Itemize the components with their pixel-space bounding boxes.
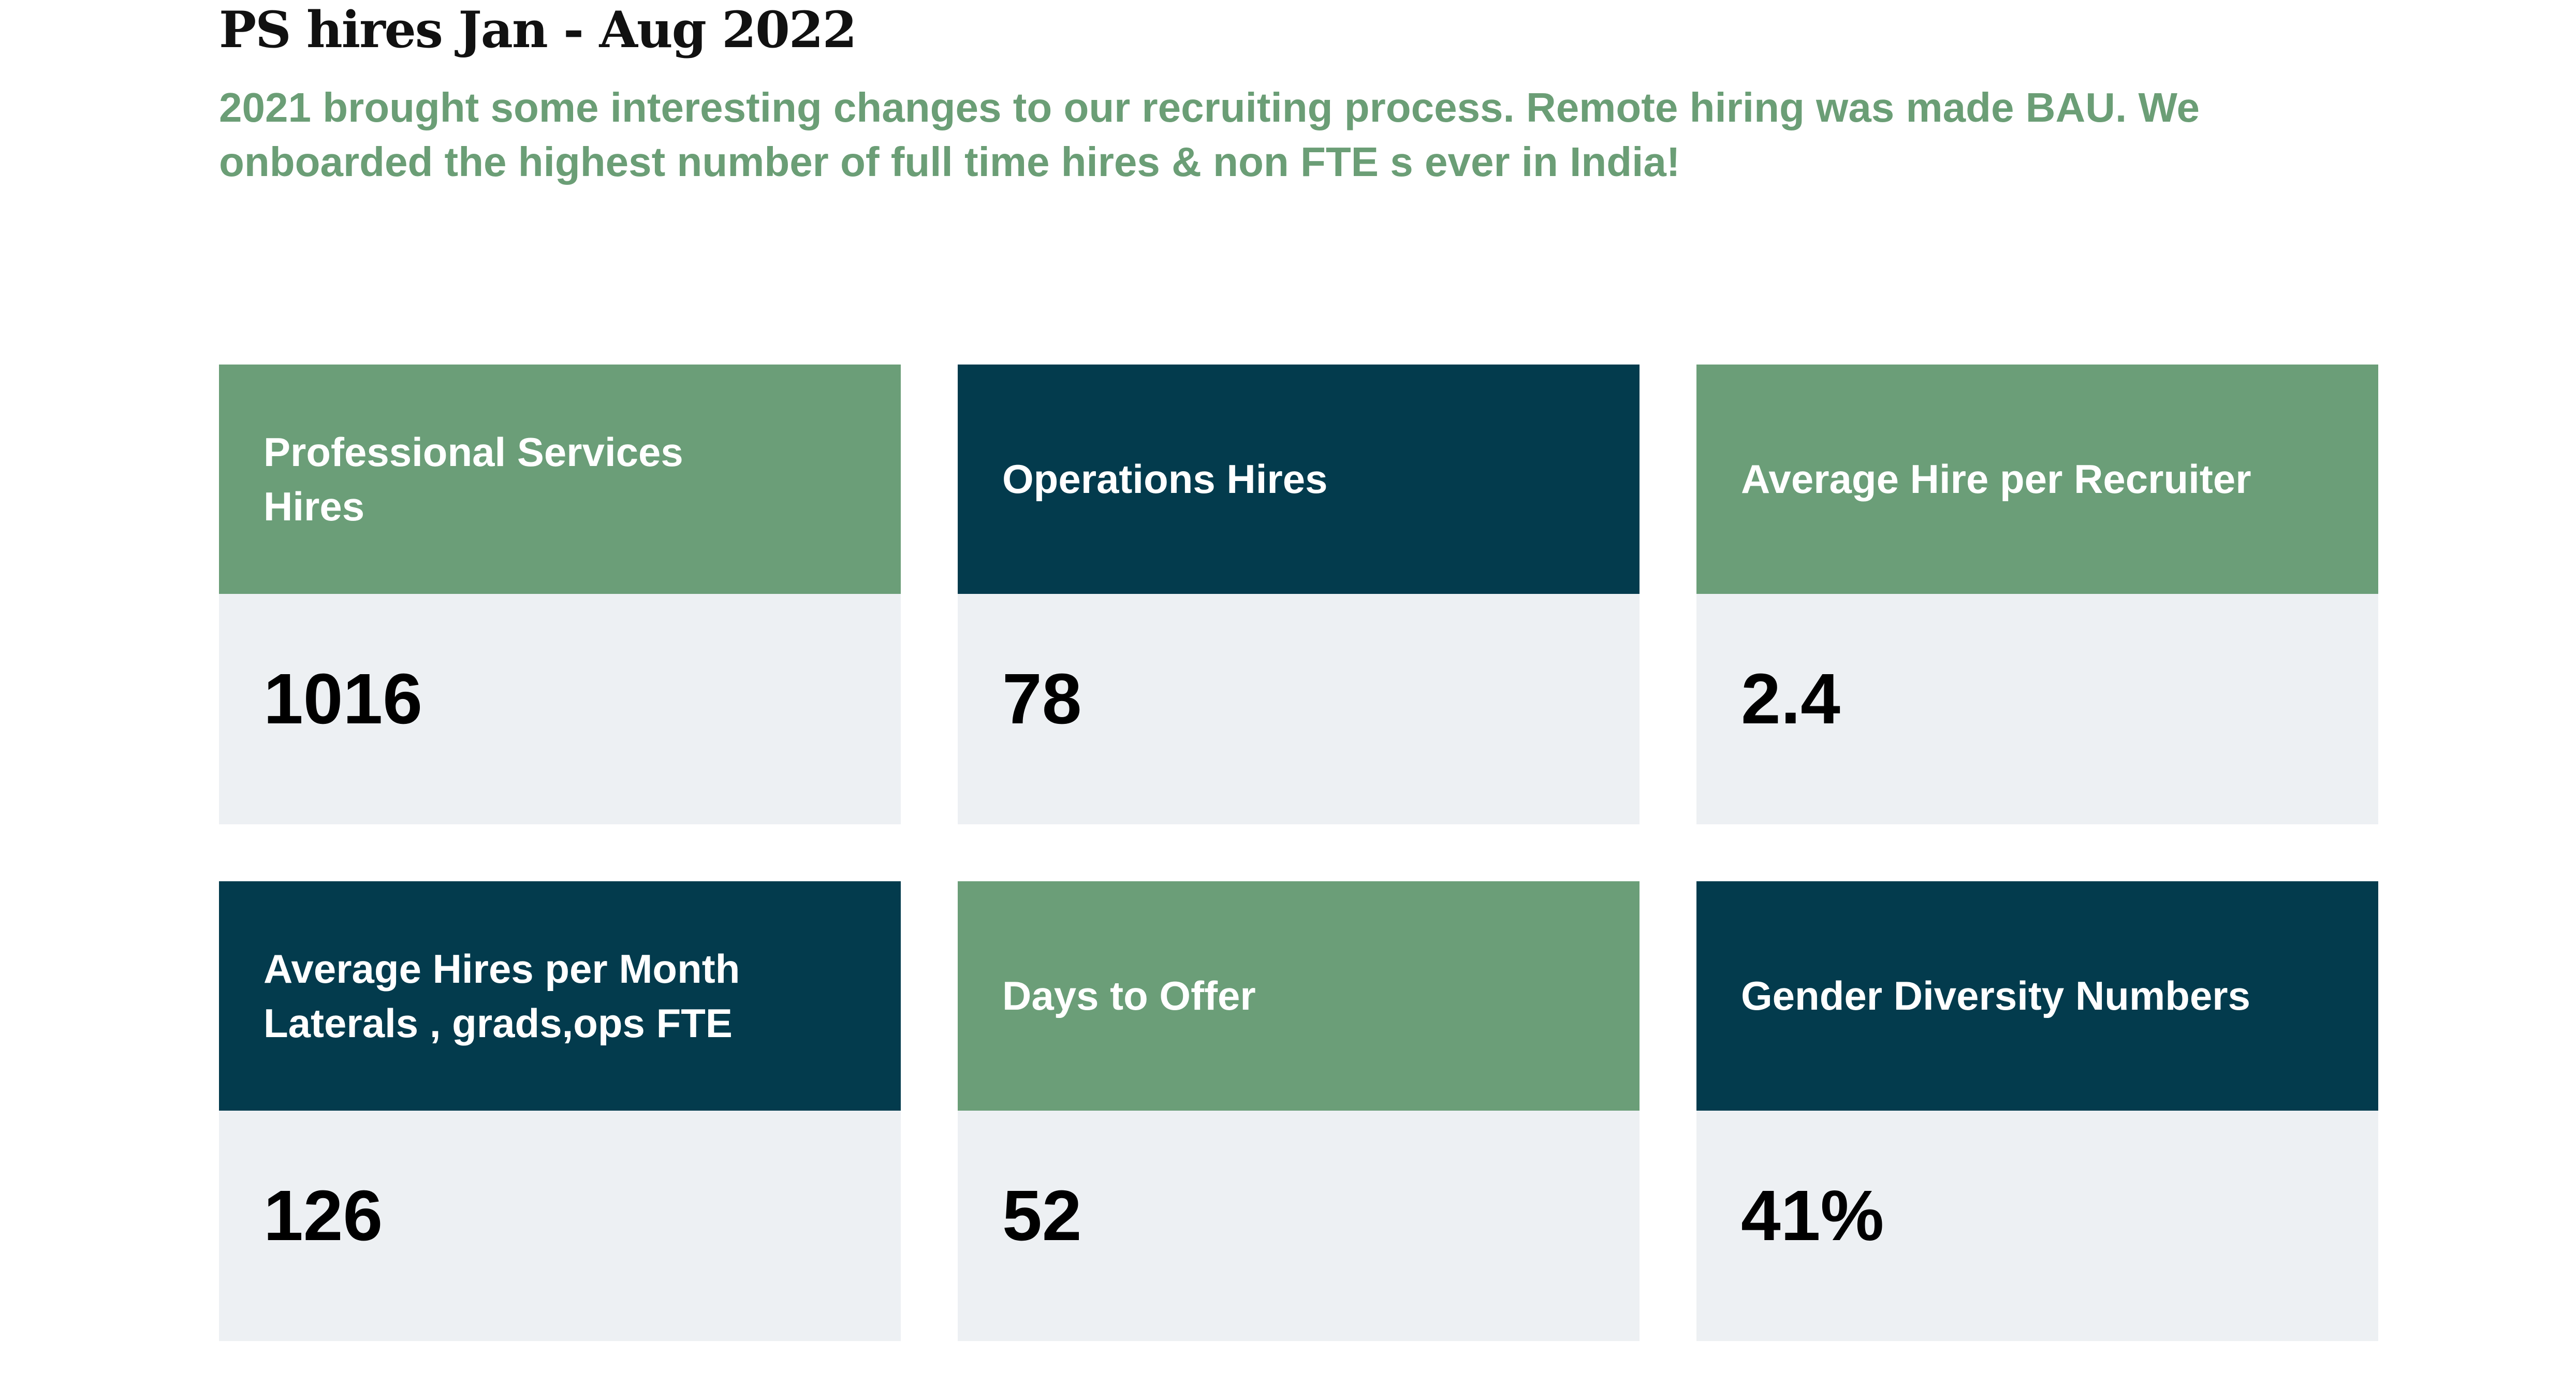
kpi-card-header: Days to Offer xyxy=(958,881,1640,1111)
kpi-card-value: 1016 xyxy=(264,659,422,739)
kpi-card-header: Gender Diversity Numbers xyxy=(1696,881,2378,1111)
kpi-card-body: 1016 xyxy=(219,594,901,824)
kpi-card-body: 41% xyxy=(1696,1111,2378,1341)
kpi-card-operations-hires: Operations Hires 78 xyxy=(958,365,1640,824)
kpi-card-average-hire-per-recruiter: Average Hire per Recruiter 2.4 xyxy=(1696,365,2378,824)
page-title: PS hires Jan - Aug 2022 xyxy=(219,1,857,59)
kpi-card-label: Gender Diversity Numbers xyxy=(1741,973,2251,1018)
kpi-card-label: Average Hires per Month Laterals , grads… xyxy=(264,945,740,1046)
kpi-card-value: 126 xyxy=(264,1175,383,1256)
page-subtitle: 2021 brought some interesting changes to… xyxy=(219,84,2200,185)
kpi-card-header: Average Hire per Recruiter xyxy=(1696,365,2378,594)
kpi-grid: Professional Services Hires 1016 Operati… xyxy=(219,365,2378,1341)
kpi-card-body: 126 xyxy=(219,1111,901,1341)
kpi-card-body: 52 xyxy=(958,1111,1640,1341)
kpi-card-average-hires-per-month: Average Hires per Month Laterals , grads… xyxy=(219,881,901,1341)
kpi-card-label: Professional Services Hires xyxy=(264,429,683,529)
kpi-card-label: Operations Hires xyxy=(1002,456,1328,502)
kpi-card-value: 78 xyxy=(1002,659,1082,739)
kpi-card-header: Professional Services Hires xyxy=(219,365,901,594)
kpi-card-label: Days to Offer xyxy=(1002,973,1256,1018)
kpi-card-professional-services-hires: Professional Services Hires 1016 xyxy=(219,365,901,824)
kpi-card-gender-diversity-numbers: Gender Diversity Numbers 41% xyxy=(1696,881,2378,1341)
kpi-card-body: 78 xyxy=(958,594,1640,824)
kpi-card-value: 2.4 xyxy=(1741,659,1840,739)
kpi-card-value: 52 xyxy=(1002,1175,1082,1256)
kpi-card-body: 2.4 xyxy=(1696,594,2378,824)
kpi-card-label: Average Hire per Recruiter xyxy=(1741,456,2251,502)
kpi-card-days-to-offer: Days to Offer 52 xyxy=(958,881,1640,1341)
kpi-card-header: Operations Hires xyxy=(958,365,1640,594)
kpi-card-header: Average Hires per Month Laterals , grads… xyxy=(219,881,901,1111)
kpi-card-value: 41% xyxy=(1741,1175,1884,1256)
